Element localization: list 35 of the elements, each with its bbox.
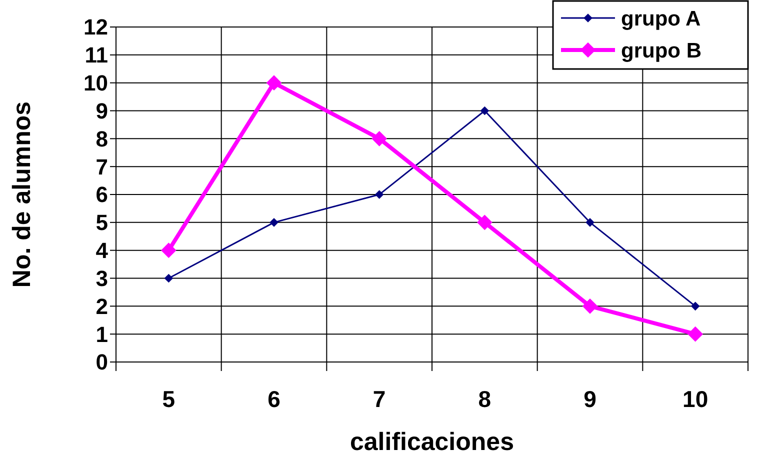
- point: [374, 190, 384, 199]
- legend-label: grupo B: [621, 39, 702, 62]
- y-tick-label: 11: [84, 42, 108, 68]
- point: [690, 302, 700, 311]
- y-tick-label: 4: [96, 238, 109, 264]
- x-tick-label: 9: [584, 386, 596, 412]
- x-axis-title: calificaciones: [350, 428, 514, 456]
- point: [160, 242, 176, 258]
- point: [586, 218, 594, 227]
- point: [266, 75, 282, 91]
- point: [164, 274, 174, 283]
- y-tick-label: 3: [96, 266, 108, 291]
- point: [476, 214, 492, 230]
- x-tick-label: 5: [162, 386, 176, 412]
- y-tick-label: 1: [96, 322, 108, 347]
- x-tick-label: 10: [682, 386, 708, 412]
- x-tick-label: 6: [268, 386, 280, 412]
- x-tick-label: 8: [478, 386, 492, 412]
- x-tick-label: 7: [372, 386, 386, 412]
- point: [270, 218, 278, 227]
- y-tick-label: 0: [96, 350, 108, 375]
- y-tick-label: 9: [96, 98, 108, 124]
- y-tick-label: 12: [84, 14, 108, 40]
- y-tick-label: 2: [96, 294, 108, 319]
- point: [582, 298, 598, 314]
- point: [688, 326, 704, 342]
- y-tick-label: 6: [96, 182, 108, 208]
- y-axis-title: No. de alumnos: [8, 101, 36, 288]
- legend-label: grupo A: [621, 7, 701, 30]
- y-tick-label: 5: [96, 210, 108, 236]
- y-tick-label: 8: [96, 126, 108, 152]
- y-tick-label: 10: [84, 70, 108, 96]
- point: [372, 130, 388, 146]
- y-tick-label: 7: [96, 154, 108, 180]
- point: [480, 106, 490, 116]
